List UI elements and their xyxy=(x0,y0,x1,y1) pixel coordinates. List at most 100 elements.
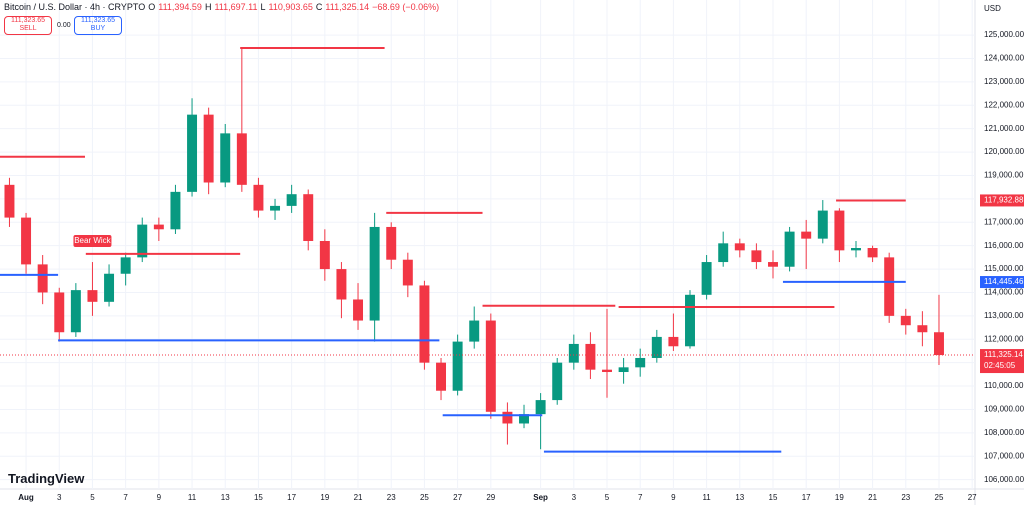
candle-body xyxy=(436,362,447,391)
close: 111,325.14 xyxy=(325,2,370,12)
y-tick-label: 107,000.00 xyxy=(984,451,1024,460)
y-tick-label: 120,000.00 xyxy=(984,147,1024,156)
candle-body xyxy=(635,357,646,368)
buy-label: BUY xyxy=(90,25,106,32)
candle-body xyxy=(817,210,828,239)
x-tick-label: 17 xyxy=(802,493,811,502)
candle-body xyxy=(353,299,364,321)
currency[interactable]: USD xyxy=(984,4,1001,13)
x-tick-label: 19 xyxy=(320,493,329,502)
candle-body xyxy=(585,343,596,370)
y-tick-label: 119,000.00 xyxy=(984,171,1024,180)
candle-body xyxy=(685,294,695,347)
x-tick-label: 25 xyxy=(420,493,429,502)
candle-body xyxy=(884,257,895,316)
x-tick-label: 21 xyxy=(354,493,363,502)
candle-body xyxy=(834,210,845,251)
y-tick-label: 106,000.00 xyxy=(984,475,1024,484)
candle-body xyxy=(851,248,861,251)
spread: 0.00 xyxy=(57,22,71,29)
x-tick-label: 27 xyxy=(453,493,462,502)
candle-body xyxy=(303,194,314,241)
y-tick-label: 117,000.00 xyxy=(984,217,1024,226)
candle-body xyxy=(485,320,496,412)
candle-body xyxy=(54,292,65,333)
open: 111,394.59 xyxy=(158,2,202,12)
price-tag xyxy=(980,349,1024,374)
x-tick-label: 27 xyxy=(968,493,977,502)
candle-body xyxy=(568,343,579,363)
l-label: L xyxy=(260,2,266,12)
x-tick-label: 5 xyxy=(90,493,95,502)
brand-logo: TradingView xyxy=(8,471,85,486)
x-tick-label: 21 xyxy=(868,493,877,502)
header: Bitcoin / U.S. Dollar · 4h · CRYPTO O 111… xyxy=(4,2,439,12)
sell-button[interactable]: 111,323.65 SELL xyxy=(4,16,52,35)
candle-body xyxy=(419,285,430,363)
candle-body xyxy=(934,332,944,356)
candle-body xyxy=(153,224,164,230)
x-tick-label: 5 xyxy=(605,493,610,502)
candle-body xyxy=(867,248,878,258)
buy-button[interactable]: 111,323.65 BUY xyxy=(74,16,122,35)
candle-body xyxy=(220,133,231,183)
y-tick-label: 109,000.00 xyxy=(984,405,1024,414)
y-tick-label: 113,000.00 xyxy=(984,311,1024,320)
annotation-box xyxy=(73,234,112,247)
x-tick-label: 9 xyxy=(671,493,676,502)
x-tick-label: 11 xyxy=(188,493,197,502)
y-tick-label: 114,000.00 xyxy=(984,288,1024,297)
x-tick-label: 17 xyxy=(287,493,296,502)
low: 110,903.65 xyxy=(268,2,313,12)
candle-body xyxy=(900,315,911,326)
candle-body xyxy=(170,191,181,230)
candle-body xyxy=(469,320,480,342)
x-tick-label: 3 xyxy=(572,493,577,502)
buy-price: 111,323.65 xyxy=(81,17,115,24)
candle-body xyxy=(137,224,148,258)
candle-body xyxy=(535,400,546,415)
candle-body xyxy=(120,257,131,274)
candle-body xyxy=(87,290,98,302)
price-tag-label: 117,932.88 xyxy=(984,196,1024,205)
candle-body xyxy=(21,217,32,265)
y-tick-label: 118,000.00 xyxy=(984,194,1024,203)
candle-body xyxy=(286,194,297,206)
candle-body xyxy=(4,184,15,218)
x-tick-label: 7 xyxy=(638,493,643,502)
candle-body xyxy=(718,243,729,263)
y-tick-label: 108,000.00 xyxy=(984,428,1024,437)
candle-body xyxy=(701,262,712,295)
candle-body xyxy=(270,205,281,211)
candle-body xyxy=(70,290,81,333)
symbol[interactable]: Bitcoin / U.S. Dollar · 4h · CRYPTO xyxy=(4,2,146,12)
price-tag-label: 114,445.46 xyxy=(984,277,1024,286)
annotation-text: Bear Wick xyxy=(74,236,111,245)
sell-label: SELL xyxy=(19,25,37,32)
y-tick-label: 125,000.00 xyxy=(984,30,1024,39)
x-tick-label: 23 xyxy=(901,493,910,502)
candle-body xyxy=(552,362,563,401)
x-tick-label: 23 xyxy=(387,493,396,502)
candle-body xyxy=(336,269,347,300)
candle-body xyxy=(917,325,928,333)
x-tick-label: 7 xyxy=(123,493,128,502)
candle-body xyxy=(801,231,812,239)
candle-body xyxy=(734,243,745,251)
countdown: 02:45:05 xyxy=(984,361,1016,370)
o-label: O xyxy=(148,2,156,12)
candle-body xyxy=(104,273,115,302)
x-tick-label: 19 xyxy=(835,493,844,502)
sell-price: 111,323.65 xyxy=(11,17,45,24)
high: 111,697.11 xyxy=(214,2,258,12)
x-tick-label: 29 xyxy=(486,493,495,502)
x-tick-label: 15 xyxy=(254,493,263,502)
x-tick-label: 15 xyxy=(769,493,778,502)
candle-body xyxy=(253,184,264,211)
x-tick-label: 13 xyxy=(735,493,744,502)
change: −68.69 (−0.06%) xyxy=(372,2,440,12)
candle-body xyxy=(602,369,612,373)
candle-body xyxy=(751,250,762,263)
y-tick-label: 110,000.00 xyxy=(984,381,1024,390)
